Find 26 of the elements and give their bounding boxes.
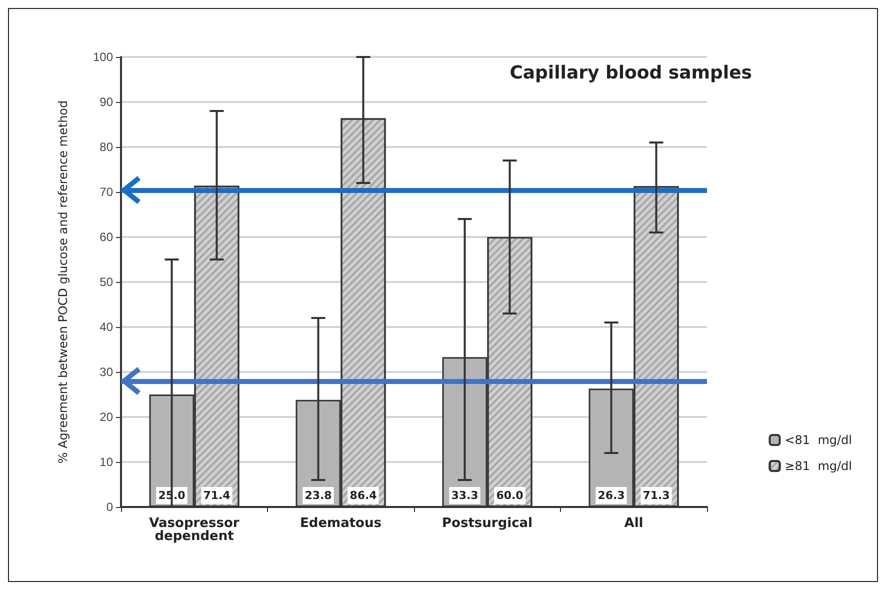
y-tick-label: 20	[100, 410, 114, 424]
data-label: 71.4	[203, 489, 231, 502]
data-label: 26.3	[598, 489, 625, 502]
data-label: 60.0	[496, 489, 524, 502]
chart-title: Capillary blood samples	[510, 62, 752, 84]
y-tick-label: 90	[100, 95, 114, 109]
legend-label: <81 mg/dl	[784, 433, 852, 447]
y-tick-label: 10	[100, 455, 114, 469]
data-label: 23.8	[304, 489, 332, 502]
x-tick-label: Postsurgical	[442, 516, 533, 531]
y-tick-label: 30	[100, 365, 114, 379]
y-axis-title: % Agreement between POCD glucose and reference method	[56, 100, 70, 464]
y-tick-label: 40	[100, 320, 114, 334]
x-tick-label: Vasopressor dependent	[149, 516, 240, 544]
y-tick-label: 60	[100, 230, 114, 244]
y-tick-label: 100	[92, 50, 114, 64]
data-label: 86.4	[350, 489, 378, 502]
y-tick-label: 0	[106, 500, 114, 514]
y-tick-label: 50	[100, 275, 114, 289]
x-tick-label: All	[624, 516, 644, 531]
data-label: 71.3	[642, 489, 670, 502]
y-tick-label: 80	[100, 140, 114, 154]
data-label: 33.3	[451, 489, 478, 502]
legend-label: ≥81 mg/dl	[784, 459, 852, 473]
y-tick-label: 70	[100, 185, 114, 199]
x-tick-label: Edematous	[300, 516, 382, 531]
